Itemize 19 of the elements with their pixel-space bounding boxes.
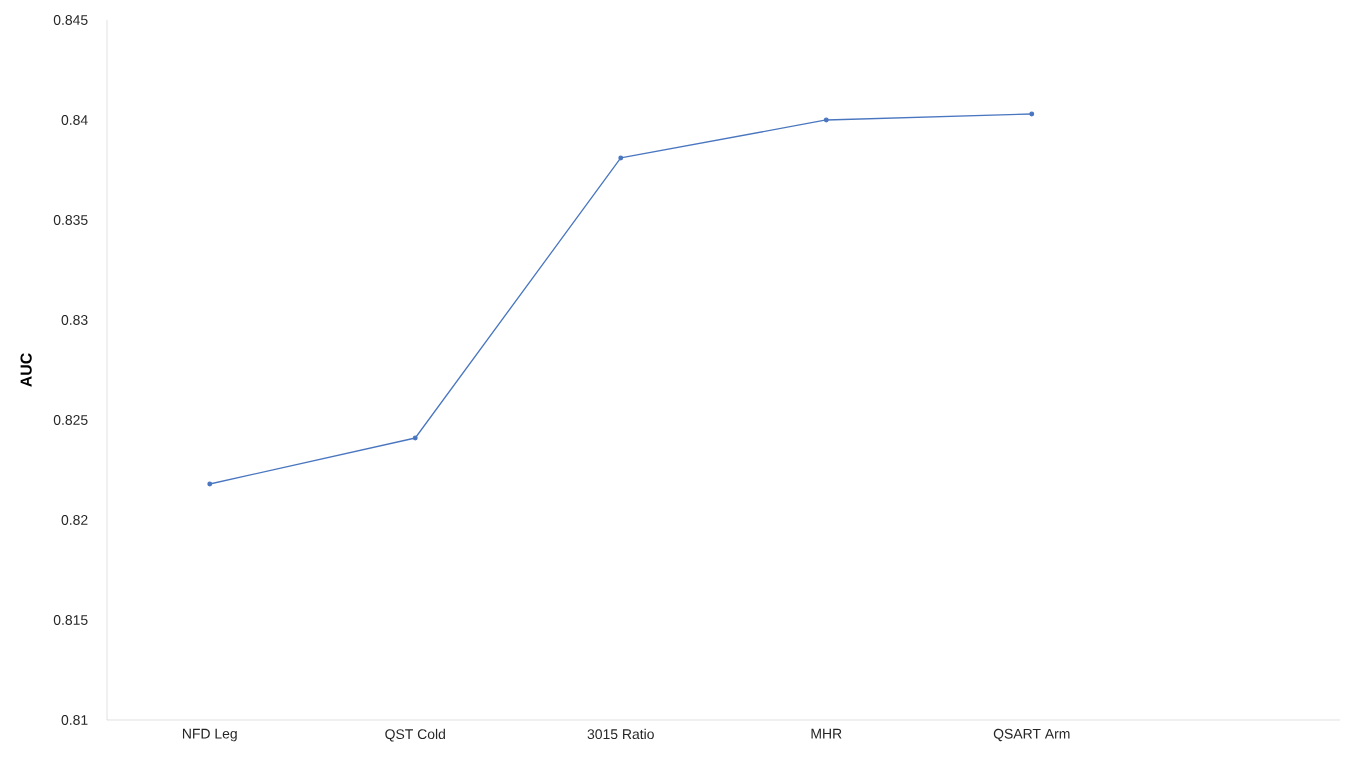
- x-tick-label: 3015 Ratio: [587, 728, 654, 740]
- y-tick-label: 0.815: [53, 615, 88, 625]
- y-tick-label: 0.82: [61, 515, 88, 525]
- x-tick-label: QST Cold: [385, 728, 445, 742]
- x-tick-label: QSART Arm: [993, 728, 1070, 742]
- y-tick-label: 0.835: [53, 215, 88, 225]
- y-tick-label: 0.825: [53, 415, 88, 425]
- y-tick-label: 0.81: [61, 715, 88, 725]
- point: [823, 117, 829, 123]
- point: [207, 481, 213, 487]
- point: [1029, 111, 1035, 117]
- y-tick-label: 0.845: [53, 15, 88, 25]
- y-axis-title: AUC: [20, 353, 32, 387]
- x-tick-label: NFD Leg: [182, 728, 237, 742]
- y-tick-label: 0.84: [61, 115, 88, 125]
- x-tick-label: MHR: [811, 728, 842, 739]
- point: [412, 435, 418, 441]
- point: [618, 155, 624, 161]
- y-tick-label: 0.83: [61, 315, 88, 325]
